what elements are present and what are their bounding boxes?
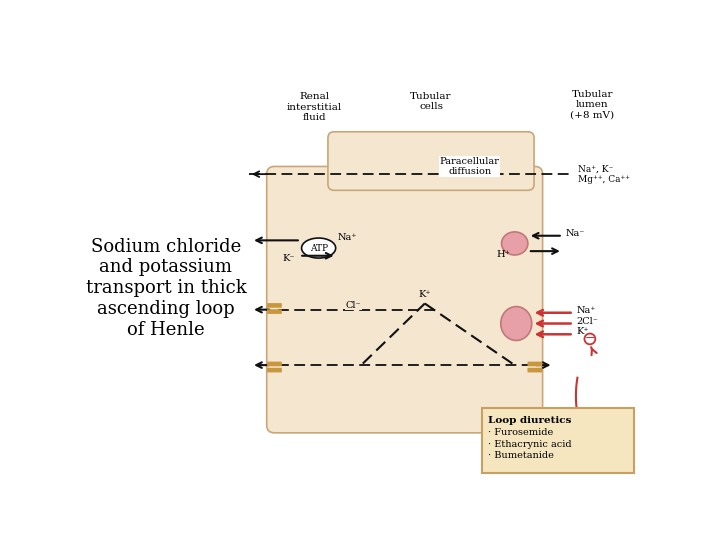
FancyBboxPatch shape xyxy=(482,408,634,473)
Ellipse shape xyxy=(502,232,528,255)
Text: Na⁺: Na⁺ xyxy=(577,306,596,315)
Text: · Bumetanide: · Bumetanide xyxy=(488,451,554,460)
Text: K⁺: K⁺ xyxy=(577,327,590,336)
Text: · Furosemide: · Furosemide xyxy=(488,428,554,437)
Text: Na⁺, K⁻
Mg⁺⁺, Ca⁺⁺: Na⁺, K⁻ Mg⁺⁺, Ca⁺⁺ xyxy=(578,165,630,184)
FancyBboxPatch shape xyxy=(267,362,282,366)
Ellipse shape xyxy=(500,307,532,340)
Text: Paracellular
diffusion: Paracellular diffusion xyxy=(440,157,500,176)
Text: Na⁻: Na⁻ xyxy=(566,229,585,238)
Text: K⁺: K⁺ xyxy=(418,290,431,299)
FancyBboxPatch shape xyxy=(267,303,282,308)
FancyBboxPatch shape xyxy=(328,132,534,190)
Text: Tubular
lumen
(+8 mV): Tubular lumen (+8 mV) xyxy=(570,90,614,120)
Ellipse shape xyxy=(585,334,595,345)
Text: K⁻: K⁻ xyxy=(282,254,294,264)
Text: 2Cl⁻: 2Cl⁻ xyxy=(577,316,598,326)
Ellipse shape xyxy=(302,238,336,258)
Text: Loop diuretics: Loop diuretics xyxy=(488,416,572,425)
Text: Sodium chloride
and potassium
transport in thick
ascending loop
of Henle: Sodium chloride and potassium transport … xyxy=(86,238,246,339)
FancyBboxPatch shape xyxy=(528,362,542,366)
FancyBboxPatch shape xyxy=(266,166,543,433)
FancyBboxPatch shape xyxy=(267,309,282,314)
Text: ATP: ATP xyxy=(310,244,328,253)
Text: Cl⁻: Cl⁻ xyxy=(346,301,361,309)
Text: Renal
interstitial
fluid: Renal interstitial fluid xyxy=(287,92,343,122)
Text: −: − xyxy=(585,333,595,346)
Text: Tubular
cells: Tubular cells xyxy=(410,92,451,111)
Text: · Ethacrynic acid: · Ethacrynic acid xyxy=(488,440,572,449)
FancyBboxPatch shape xyxy=(267,368,282,373)
Text: H⁺: H⁺ xyxy=(496,249,510,259)
FancyBboxPatch shape xyxy=(528,368,542,373)
Text: Na⁺: Na⁺ xyxy=(338,233,358,242)
